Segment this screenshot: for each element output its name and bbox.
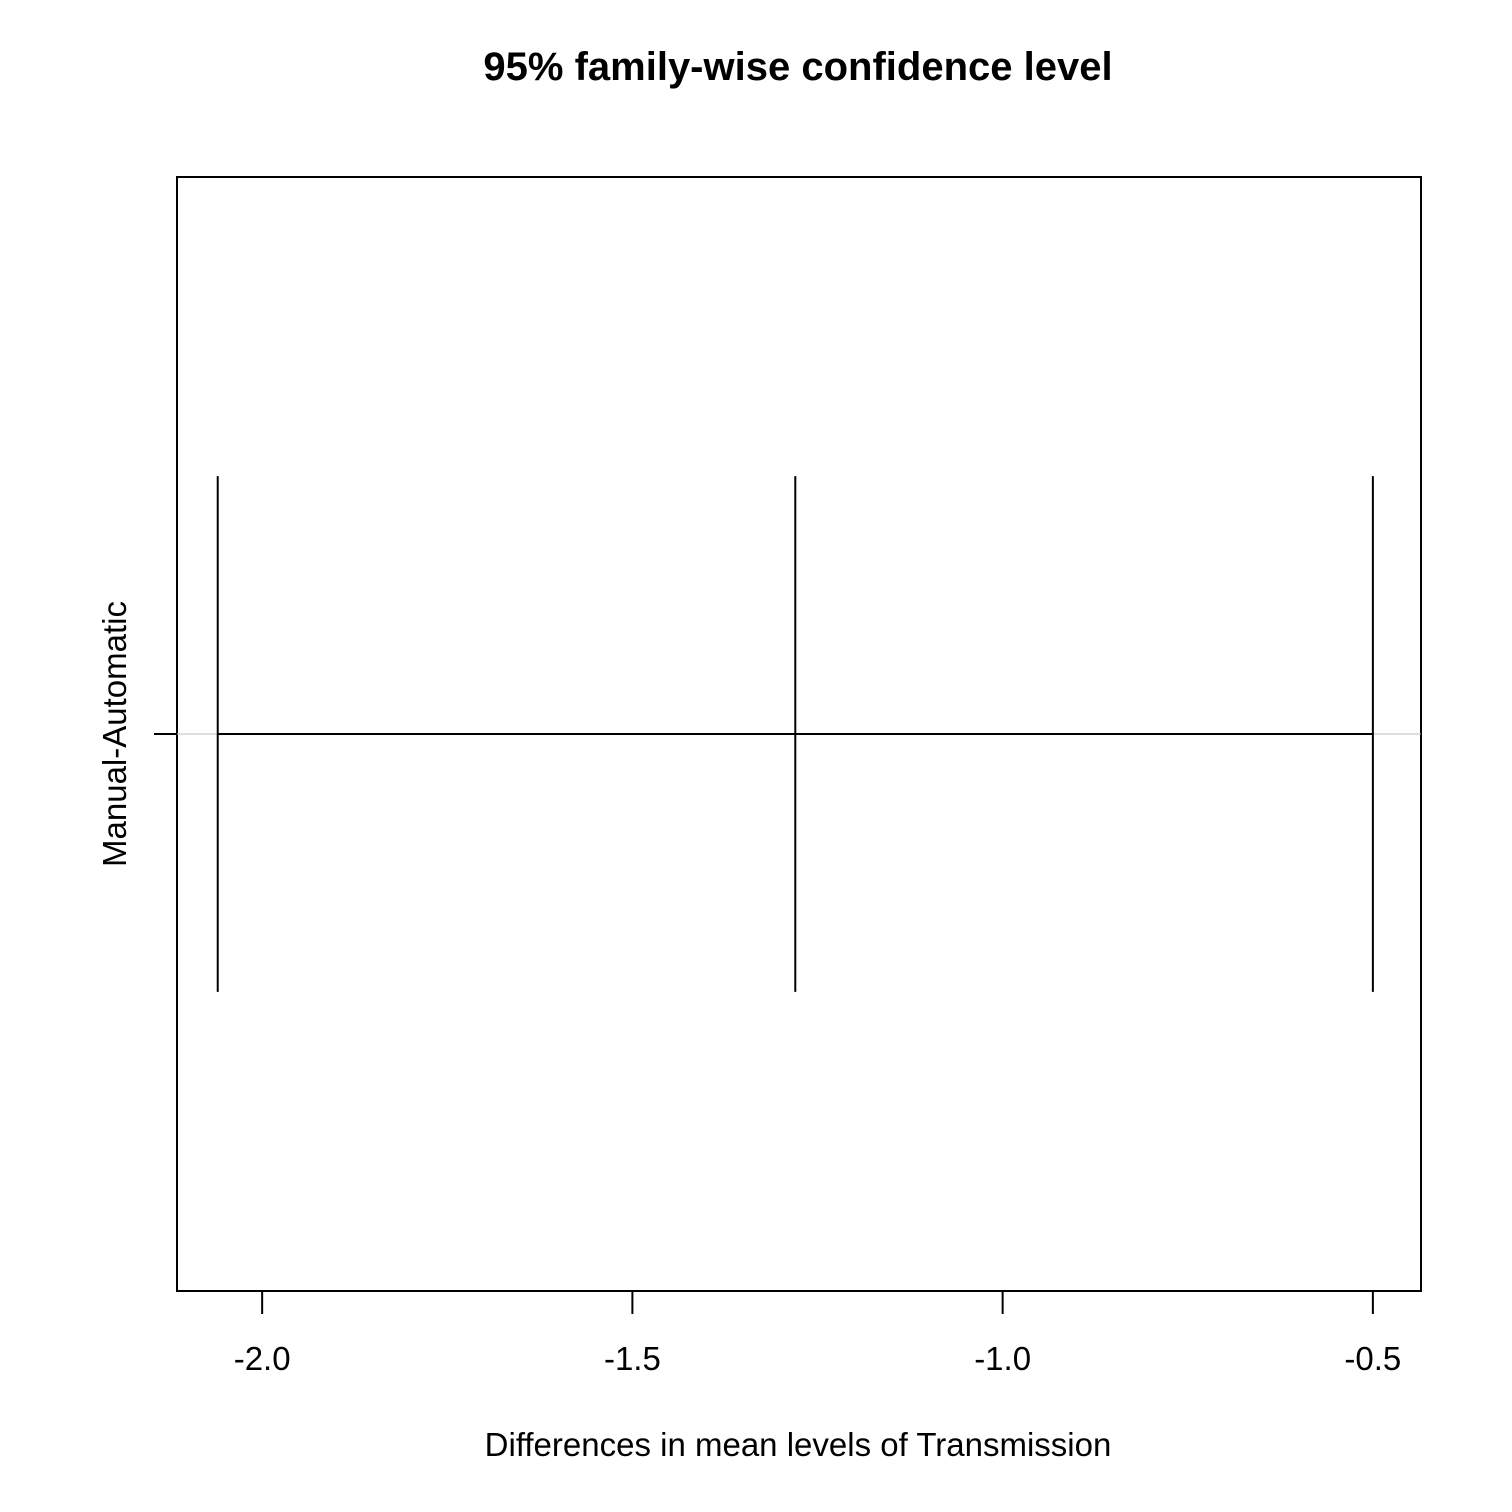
y-tick-label: Manual-Automatic bbox=[96, 601, 133, 867]
x-tick-label: -1.5 bbox=[604, 1340, 661, 1377]
x-axis: -2.0 -1.5 -1.0 -0.5 bbox=[234, 1291, 1401, 1377]
y-axis: Manual-Automatic bbox=[96, 601, 177, 867]
x-tick-label: -1.0 bbox=[974, 1340, 1031, 1377]
interval-layer bbox=[216, 476, 1374, 992]
chart-title: 95% family-wise confidence level bbox=[483, 45, 1112, 89]
x-axis-label: Differences in mean levels of Transmissi… bbox=[485, 1426, 1112, 1463]
x-tick-label: -0.5 bbox=[1344, 1340, 1401, 1377]
x-tick-label: -2.0 bbox=[234, 1340, 291, 1377]
